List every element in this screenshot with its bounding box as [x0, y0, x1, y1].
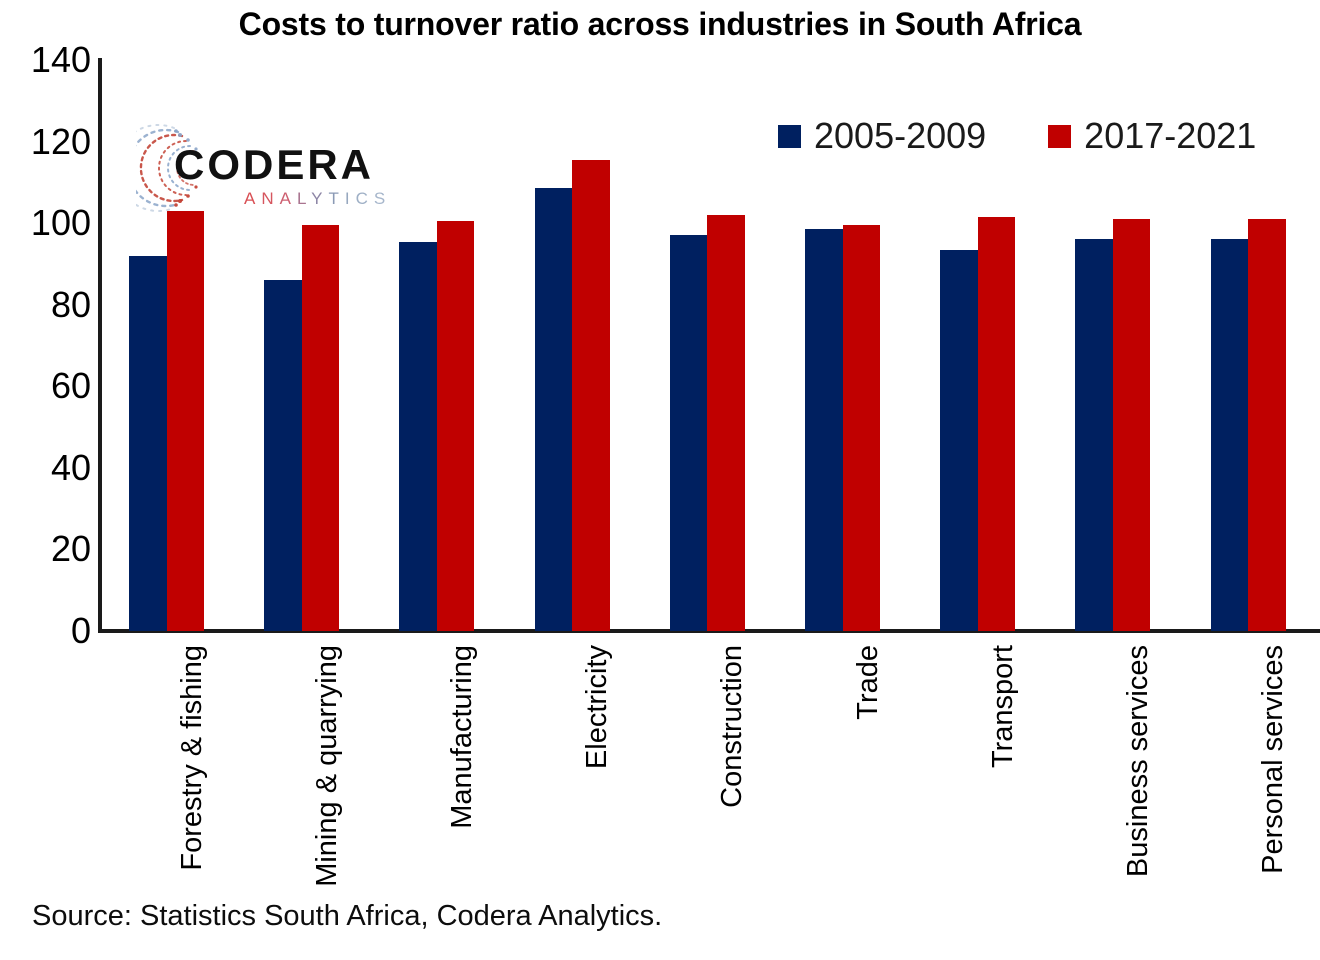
- logo-subtitle-letter: T: [328, 189, 345, 208]
- source-note: Source: Statistics South Africa, Codera …: [32, 900, 663, 932]
- bar-series2: [572, 159, 610, 631]
- bar-series1: [1210, 239, 1249, 631]
- y-axis-tick-label: 120: [30, 120, 91, 162]
- plot-area: [100, 60, 1320, 631]
- logo-subtitle-letter: Y: [311, 189, 329, 208]
- logo-subtitle-letter: C: [355, 189, 374, 208]
- y-axis-line: [98, 58, 102, 633]
- x-axis-category-label: Transport: [986, 645, 1019, 769]
- logo-subtitle-letter: N: [261, 189, 280, 208]
- legend-item[interactable]: 2017-2021: [1048, 118, 1256, 154]
- bar-series1: [399, 241, 437, 631]
- logo-subtitle-letter: I: [344, 189, 356, 208]
- y-axis-tick-label: 20: [50, 528, 91, 570]
- chart-title: Costs to turnover ratio across industrie…: [238, 6, 1082, 42]
- x-axis-line: [98, 629, 1320, 633]
- x-axis-category-label: Personal services: [1257, 645, 1290, 874]
- y-axis-tick-label: 60: [50, 365, 91, 407]
- x-axis-category-label: Trade: [851, 645, 884, 720]
- legend-color-swatch: [1048, 124, 1072, 148]
- bar-series2: [301, 225, 340, 631]
- legend-color-swatch: [778, 124, 801, 148]
- codera-logo: CODERA ANALYTICS: [114, 122, 408, 218]
- y-axis-tick-label: 80: [50, 283, 91, 325]
- bar-series1: [129, 255, 167, 631]
- x-axis-category-label: Mining & quarrying: [310, 645, 343, 887]
- x-axis-category-label: Construction: [716, 645, 749, 808]
- y-axis-tick-label: 140: [30, 39, 91, 80]
- logo-subtitle-letter: A: [244, 189, 262, 208]
- y-axis-tick-label: 0: [70, 610, 91, 651]
- legend-label: 2017-2021: [1084, 115, 1257, 156]
- bar-series1: [940, 249, 978, 631]
- x-axis-category-label: Electricity: [581, 645, 614, 770]
- legend-item[interactable]: 2005-2009: [778, 118, 986, 154]
- bar-series2: [1248, 219, 1286, 631]
- bar-series2: [1112, 219, 1151, 631]
- y-axis-tick-label: 100: [30, 202, 91, 244]
- bar-series2: [166, 210, 204, 631]
- bar-series1: [805, 229, 843, 631]
- chart-legend: 2005-2009 2017-2021: [778, 118, 1256, 154]
- logo-subtitle-letter: A: [279, 189, 297, 208]
- bar-series2: [842, 225, 880, 631]
- x-axis-category-label: Manufacturing: [445, 645, 478, 829]
- y-axis-tick-label: 40: [50, 446, 91, 488]
- bar-series2: [436, 221, 475, 631]
- logo-subtitle-letter: S: [373, 189, 392, 208]
- bar-series2: [977, 217, 1016, 631]
- logo-subtitle: ANALYTICS: [244, 190, 391, 207]
- legend-label: 2005-2009: [814, 115, 987, 156]
- bar-series1: [1075, 239, 1113, 631]
- bar-series2: [707, 215, 745, 631]
- x-axis-category-label: Business services: [1121, 645, 1154, 878]
- bar-series1: [669, 235, 708, 631]
- logo-subtitle-letter: L: [296, 189, 312, 208]
- logo-wordmark: CODERA: [174, 141, 375, 188]
- x-axis-category-label: Forestry & fishing: [175, 645, 208, 871]
- bar-series1: [264, 280, 302, 631]
- bar-series1: [534, 188, 573, 631]
